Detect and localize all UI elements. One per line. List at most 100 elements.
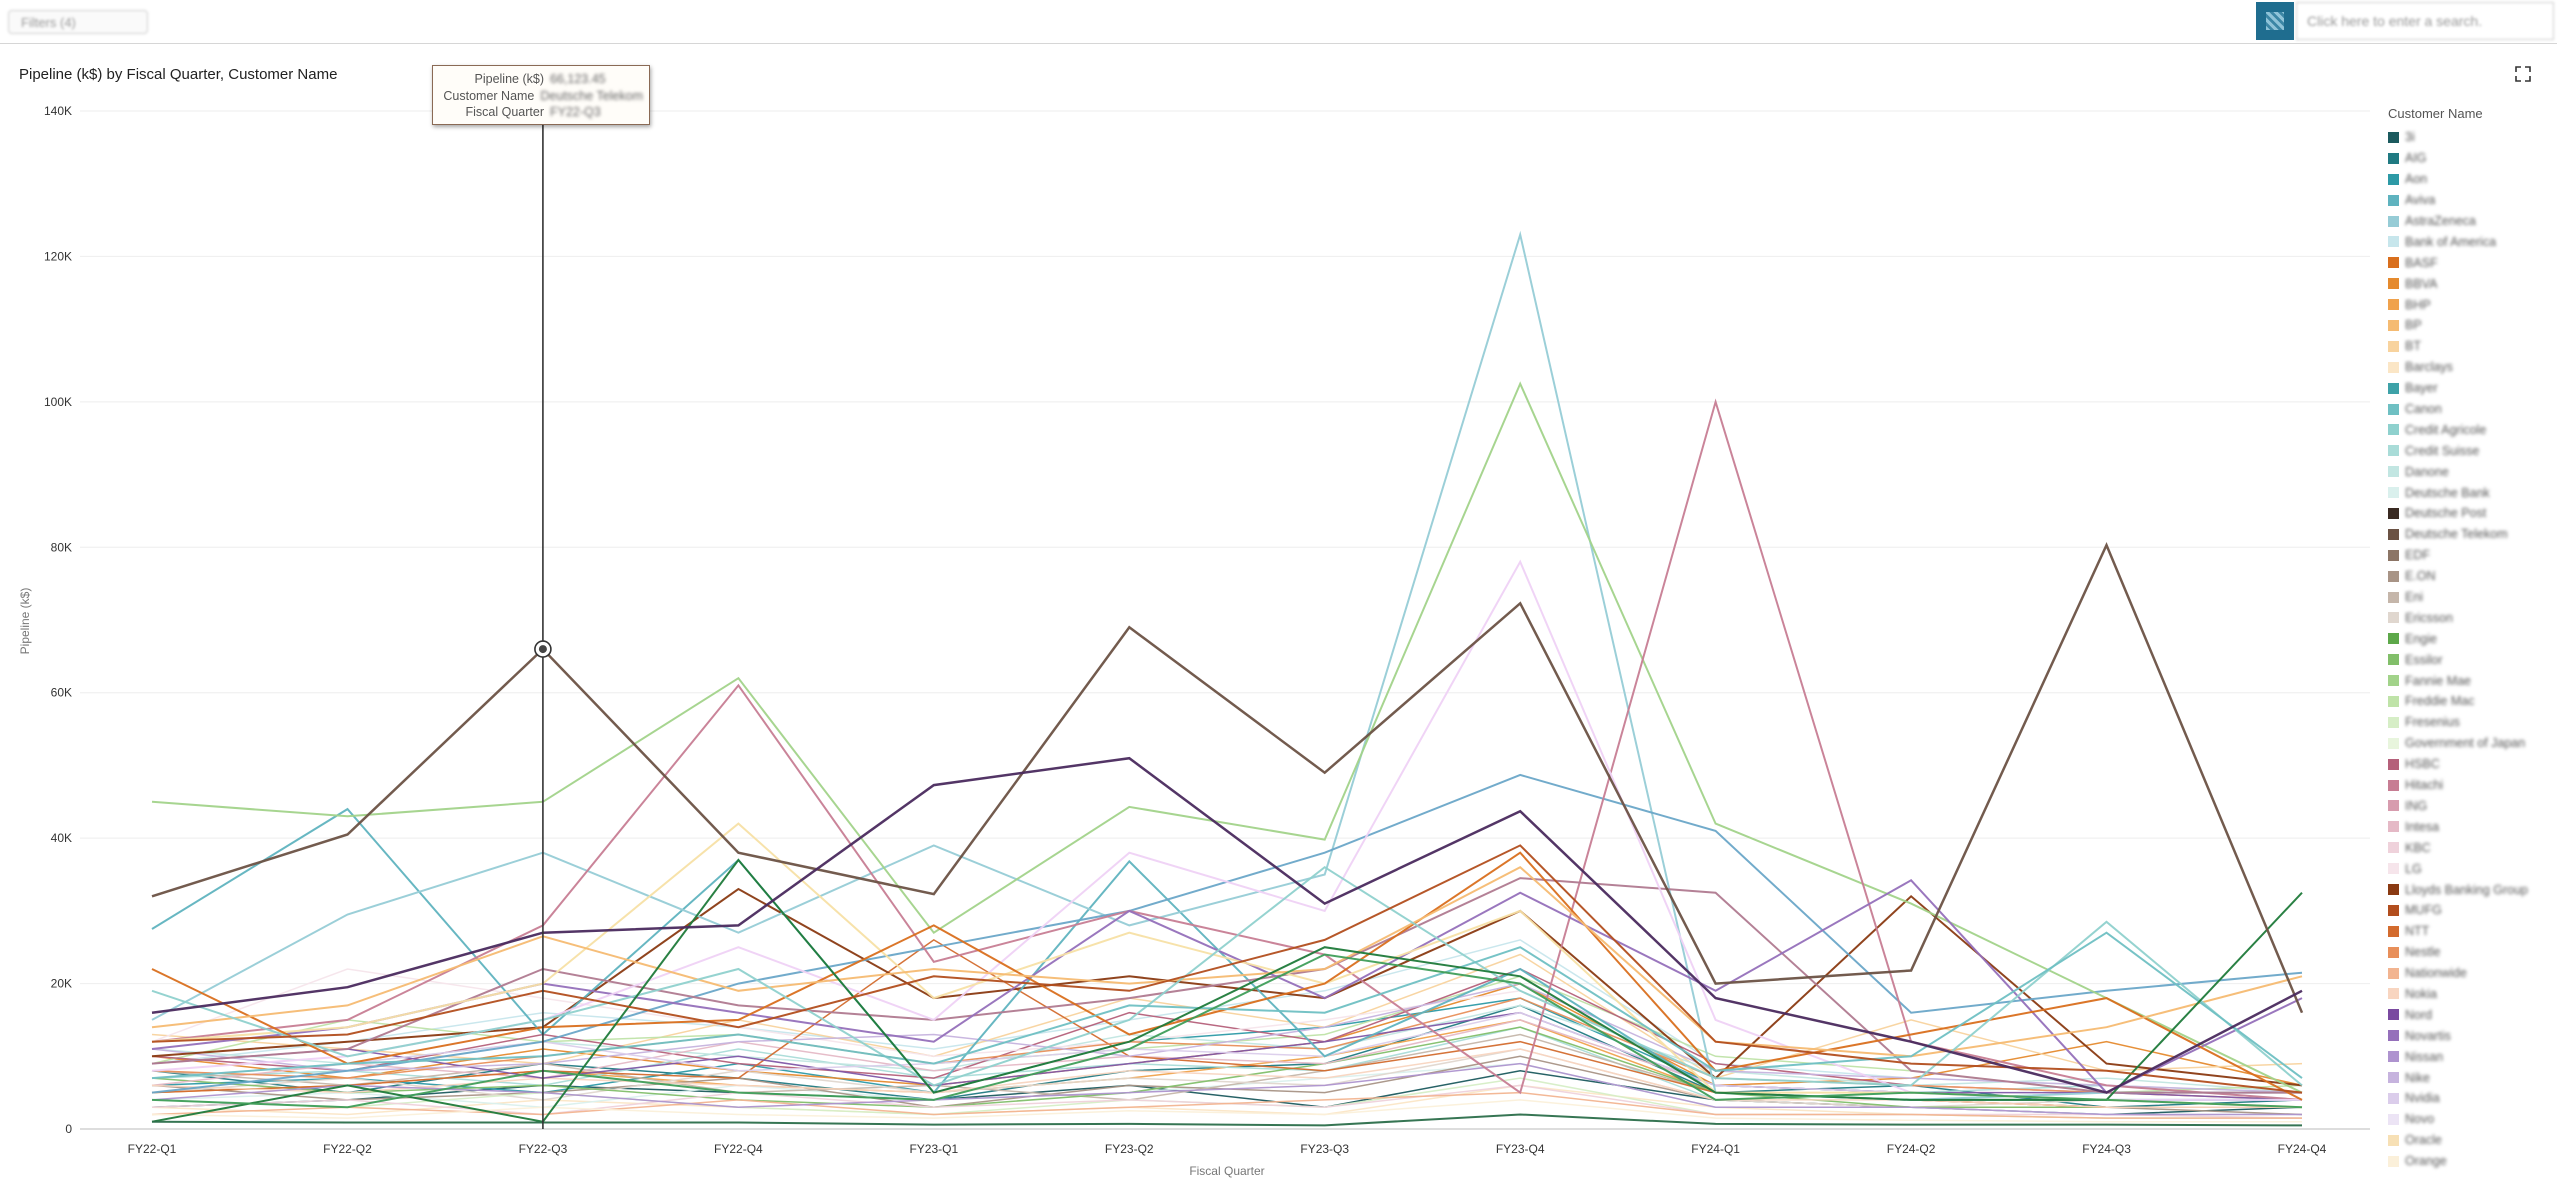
legend-swatch — [2388, 1155, 2399, 1167]
tooltip-key: Fiscal Quarter — [465, 105, 545, 119]
series-line — [151, 887, 2303, 1087]
legend-label: Nokia — [2405, 986, 2437, 1001]
legend-label: Danone — [2405, 464, 2449, 479]
legend-item[interactable]: Nord — [2388, 1004, 2553, 1025]
legend-label: Canon — [2405, 402, 2442, 417]
legend-item[interactable]: BBVA — [2388, 273, 2553, 294]
legend-item[interactable]: Nvidia — [2388, 1088, 2553, 1109]
legend-item[interactable]: 3i — [2388, 127, 2553, 148]
legend-item[interactable]: MUFG — [2388, 900, 2553, 921]
legend-swatch — [2388, 340, 2399, 352]
legend-item[interactable]: HSBC — [2388, 754, 2553, 775]
legend-swatch — [2388, 695, 2399, 707]
x-tick-label: FY23-Q2 — [1105, 1142, 1154, 1156]
legend-swatch — [2388, 487, 2399, 499]
legend-item[interactable]: AstraZeneca — [2388, 211, 2553, 232]
series-line — [151, 982, 2303, 1094]
legend-item[interactable]: Credit Suisse — [2388, 440, 2553, 461]
legend-swatch — [2388, 758, 2399, 770]
expand-icon[interactable] — [2515, 66, 2531, 82]
legend-item[interactable]: LG — [2388, 858, 2553, 879]
x-tick-label: FY23-Q4 — [1496, 1142, 1545, 1156]
legend-item[interactable]: BP — [2388, 315, 2553, 336]
series-line — [151, 1091, 2302, 1119]
legend-item[interactable]: Essilor — [2388, 649, 2553, 670]
legend-swatch — [2388, 1051, 2399, 1063]
legend-item[interactable]: Orange — [2388, 1151, 2553, 1172]
legend-label: Lloyds Banking Group — [2405, 882, 2528, 897]
legend-item[interactable]: Nokia — [2388, 984, 2553, 1005]
legend-label: Freddie Mac — [2405, 694, 2475, 709]
legend-item[interactable]: Aviva — [2388, 190, 2553, 211]
legend-item[interactable]: Engie — [2388, 628, 2553, 649]
legend-label: ING — [2405, 798, 2428, 813]
legend-label: Engie — [2405, 631, 2437, 646]
legend-item[interactable]: Aon — [2388, 169, 2553, 190]
legend-item[interactable]: Bayer — [2388, 378, 2553, 399]
legend-item[interactable]: Eni — [2388, 587, 2553, 608]
legend-item[interactable]: AIG — [2388, 148, 2553, 169]
legend-label: Nationwide — [2405, 966, 2467, 981]
tooltip-row: Customer Name Deutsche Telekom — [439, 88, 643, 105]
search-input[interactable]: Click here to enter a search. — [2296, 2, 2554, 40]
legend-item[interactable]: Barclays — [2388, 357, 2553, 378]
legend-item[interactable]: Novo — [2388, 1109, 2553, 1130]
legend-item[interactable]: ING — [2388, 796, 2553, 817]
legend-item[interactable]: Lloyds Banking Group — [2388, 879, 2553, 900]
legend-item[interactable]: Credit Agricole — [2388, 419, 2553, 440]
legend-swatch — [2388, 591, 2399, 603]
legend-item[interactable]: Ericsson — [2388, 607, 2553, 628]
legend-swatch — [2388, 863, 2399, 875]
y-tick-label: 20K — [51, 977, 72, 991]
legend-item[interactable]: Canon — [2388, 399, 2553, 420]
legend-item[interactable]: Nissan — [2388, 1046, 2553, 1067]
series-line — [151, 939, 2303, 1094]
legend-item[interactable]: Government of Japan — [2388, 733, 2553, 754]
legend-label: MUFG — [2405, 903, 2442, 918]
legend-label: Essilor — [2405, 652, 2443, 667]
legend-label: Government of Japan — [2405, 736, 2526, 751]
legend-item[interactable]: BHP — [2388, 294, 2553, 315]
legend-item[interactable]: EDF — [2388, 545, 2553, 566]
legend-item[interactable]: Freddie Mac — [2388, 691, 2553, 712]
legend-item[interactable]: NTT — [2388, 921, 2553, 942]
data-tooltip: Pipeline (k$) 66,123.45 Customer Name Deut… — [432, 65, 650, 125]
legend-item[interactable]: Intesa — [2388, 816, 2553, 837]
legend-item[interactable]: Deutsche Post — [2388, 503, 2553, 524]
legend-item[interactable]: Novartis — [2388, 1025, 2553, 1046]
legend-item[interactable]: Deutsche Telekom — [2388, 524, 2553, 545]
tooltip-value: FY22-Q3 — [550, 105, 601, 119]
legend-item[interactable]: Oracle — [2388, 1130, 2553, 1151]
series-line — [151, 953, 2303, 1109]
legend-label: Credit Agricole — [2405, 422, 2487, 437]
legend-label: Nestle — [2405, 945, 2441, 960]
legend-item[interactable]: Bank of America — [2388, 231, 2553, 252]
legend-swatch — [2388, 779, 2399, 791]
x-tick-label: FY23-Q1 — [909, 1142, 958, 1156]
x-tick-label: FY23-Q3 — [1300, 1142, 1349, 1156]
legend-item[interactable]: Danone — [2388, 461, 2553, 482]
legend-item[interactable]: Hitachi — [2388, 775, 2553, 796]
legend-item[interactable]: Fannie Mae — [2388, 670, 2553, 691]
search-button[interactable] — [2256, 2, 2294, 40]
series-line — [151, 381, 2303, 1094]
legend-swatch — [2388, 946, 2399, 958]
x-tick-label: FY24-Q4 — [2278, 1142, 2327, 1156]
filter-button[interactable]: Filters (4) — [8, 10, 148, 34]
legend-item[interactable]: Fresenius — [2388, 712, 2553, 733]
legend-item[interactable]: BASF — [2388, 252, 2553, 273]
legend-item[interactable]: Nationwide — [2388, 963, 2553, 984]
legend-item[interactable]: Nike — [2388, 1067, 2553, 1088]
legend-swatch — [2388, 1134, 2399, 1146]
y-tick-label: 40K — [51, 831, 72, 845]
legend-item[interactable]: Nestle — [2388, 942, 2553, 963]
legend-item[interactable]: BT — [2388, 336, 2553, 357]
legend-item[interactable]: KBC — [2388, 837, 2553, 858]
series-line — [151, 541, 2304, 1014]
legend-swatch — [2388, 319, 2399, 331]
legend-label: Eni — [2405, 590, 2424, 605]
legend-item[interactable]: Deutsche Bank — [2388, 482, 2553, 503]
legend-item[interactable]: E.ON — [2388, 566, 2553, 587]
y-axis-label: Pipeline (k$) — [18, 588, 32, 655]
legend-label: Fresenius — [2405, 715, 2460, 730]
